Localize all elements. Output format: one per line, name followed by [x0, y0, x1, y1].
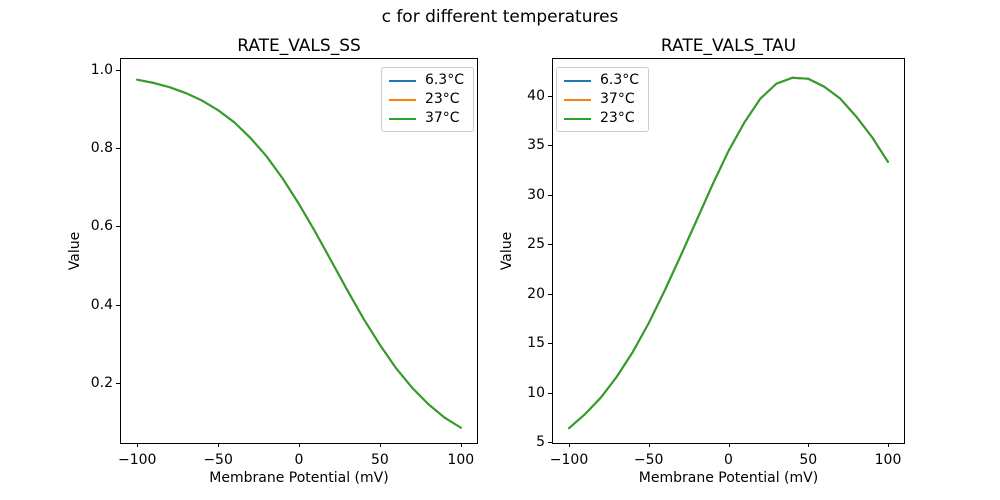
y-tick-mark [116, 304, 120, 306]
y-axis-label: Value [67, 231, 83, 271]
y-tick-label: 35 [527, 137, 545, 154]
x-tick-mark [299, 443, 300, 447]
legend-entry-label: 37°C [424, 110, 460, 126]
y-tick-label: 15 [527, 335, 545, 351]
x-tick-label: 50 [799, 452, 818, 468]
series-line-23°C [568, 76, 889, 430]
legend: 6.3°C 37°C 23°C [556, 67, 650, 132]
x-axis-label: Membrane Potential (mV) [638, 470, 819, 486]
legend-line-sample-icon [564, 98, 591, 101]
y-tick-label: 5 [536, 434, 545, 450]
y-tick-mark [548, 194, 552, 196]
x-tick-label: 100 [874, 452, 902, 468]
x-tick-mark [569, 443, 570, 447]
legend-entry-label: 6.3°C [600, 72, 640, 88]
legend-line-sample-icon [564, 79, 591, 82]
y-tick-label: 0.2 [90, 374, 113, 391]
y-tick-label: 0.6 [90, 218, 113, 235]
y-tick-mark [548, 392, 552, 394]
x-axis-label: Membrane Potential (mV) [209, 470, 389, 486]
x-tick-mark [379, 443, 381, 447]
y-tick-mark [548, 442, 552, 443]
y-tick-mark [548, 145, 552, 147]
legend-entry: 23°C [388, 91, 464, 108]
y-tick-label: 0.4 [90, 296, 113, 313]
legend-line-sample-icon [388, 79, 416, 82]
y-tick-label: 0.8 [90, 140, 113, 157]
subplot-rate-vals-ss: RATE_VALS_SS Value Membrane Potential (m… [67, 36, 478, 486]
legend-line-sample-icon [564, 117, 591, 120]
legend-line-sample-icon [388, 98, 416, 101]
figure-suptitle: c for different temperatures [381, 7, 619, 27]
legend-entry-label: 23°C [424, 91, 460, 107]
x-tick-label: −100 [117, 452, 157, 468]
x-tick-mark [888, 443, 889, 447]
legend-entry-label: 37°C [600, 91, 635, 107]
subplot-rate-vals-tau: RATE_VALS_TAU Value Membrane Potential (… [499, 36, 905, 486]
legend-entry-label: 6.3°C [424, 72, 464, 88]
y-tick-label: 30 [527, 186, 545, 203]
plot-area [568, 76, 889, 430]
x-tick-label: −50 [633, 452, 664, 468]
subplot-title: RATE_VALS_SS [237, 36, 361, 56]
x-tick-label: 0 [724, 452, 733, 468]
y-tick-mark [116, 382, 120, 384]
legend-line-sample-icon [388, 117, 416, 120]
legend-entry: 37°C [388, 110, 464, 127]
subplot-title: RATE_VALS_TAU [660, 36, 797, 56]
x-tick-mark [460, 443, 462, 447]
y-tick-label: 25 [527, 236, 545, 253]
legend-entry: 37°C [564, 91, 639, 108]
x-tick-label: 0 [294, 452, 304, 468]
x-tick-label: 50 [370, 452, 389, 468]
y-tick-mark [116, 148, 120, 150]
y-tick-label: 40 [527, 87, 545, 104]
y-tick-mark [116, 69, 120, 71]
x-tick-label: −100 [549, 452, 589, 468]
x-tick-label: 100 [447, 452, 475, 468]
series-line-37°C [136, 78, 462, 429]
x-tick-mark [808, 443, 810, 447]
legend-entry: 23°C [564, 110, 639, 127]
x-tick-mark [648, 443, 650, 447]
legend: 6.3°C 23°C 37°C [380, 67, 474, 132]
legend-entry-label: 23°C [600, 110, 635, 126]
plot-area [136, 78, 462, 429]
x-tick-mark [218, 443, 220, 447]
y-axis-label: Value [499, 231, 515, 271]
legend-entry: 6.3°C [388, 72, 464, 89]
x-tick-mark [728, 443, 730, 447]
y-tick-mark [116, 226, 120, 228]
y-tick-mark [548, 95, 552, 97]
legend-entry: 6.3°C [564, 72, 639, 89]
y-tick-mark [548, 293, 552, 295]
y-tick-label: 10 [527, 384, 545, 401]
y-tick-mark [548, 244, 552, 246]
x-tick-label: −50 [203, 452, 233, 468]
y-tick-mark [548, 343, 552, 344]
x-tick-mark [137, 443, 139, 447]
y-tick-label: 20 [527, 285, 545, 302]
y-tick-label: 1.0 [90, 61, 113, 78]
